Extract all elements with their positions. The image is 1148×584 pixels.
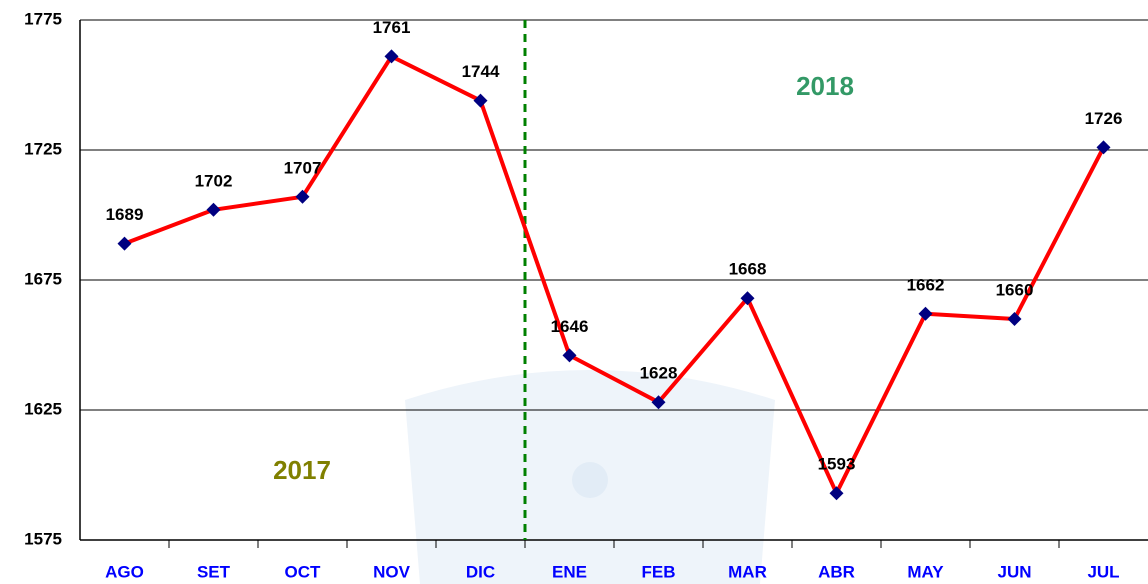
data-label: 1646 bbox=[551, 317, 589, 336]
annotation: 2017 bbox=[273, 455, 331, 485]
x-tick-label: SET bbox=[197, 562, 231, 581]
marker bbox=[295, 189, 310, 204]
y-tick-label: 1575 bbox=[24, 529, 62, 548]
data-label: 1744 bbox=[462, 62, 500, 81]
marker bbox=[384, 49, 399, 64]
annotation: 2018 bbox=[796, 71, 854, 101]
marker bbox=[740, 291, 755, 306]
marker bbox=[473, 93, 488, 108]
marker bbox=[1096, 140, 1111, 155]
marker bbox=[1007, 312, 1022, 326]
x-tick-label: JUN bbox=[997, 562, 1031, 581]
data-label: 1761 bbox=[373, 18, 411, 37]
x-tick-label: OCT bbox=[285, 562, 322, 581]
x-tick-label: DIC bbox=[466, 562, 495, 581]
data-label: 1726 bbox=[1085, 109, 1123, 128]
marker bbox=[206, 202, 221, 217]
data-label: 1662 bbox=[907, 275, 945, 294]
x-tick-label: NOV bbox=[373, 562, 411, 581]
data-label: 1660 bbox=[996, 280, 1034, 299]
data-label: 1628 bbox=[640, 364, 678, 383]
x-tick-label: ENE bbox=[552, 562, 587, 581]
y-tick-label: 1675 bbox=[24, 269, 62, 288]
marker bbox=[918, 306, 933, 321]
y-tick-label: 1775 bbox=[24, 9, 62, 28]
data-label: 1707 bbox=[284, 158, 322, 177]
data-label: 1668 bbox=[729, 260, 767, 279]
marker bbox=[562, 348, 577, 363]
watermark-dot bbox=[572, 462, 608, 498]
x-tick-label: MAR bbox=[728, 562, 767, 581]
marker bbox=[117, 236, 132, 251]
x-tick-label: JUL bbox=[1087, 562, 1119, 581]
data-label: 1593 bbox=[818, 455, 856, 474]
marker bbox=[651, 395, 666, 410]
x-tick-label: MAY bbox=[907, 562, 944, 581]
y-tick-label: 1625 bbox=[24, 399, 62, 418]
x-tick-label: AGO bbox=[105, 562, 144, 581]
marker bbox=[829, 486, 844, 501]
line bbox=[123, 54, 1106, 496]
y-tick-label: 1725 bbox=[24, 139, 62, 158]
x-tick-label: FEB bbox=[642, 562, 676, 581]
x-tick-label: ABR bbox=[818, 562, 855, 581]
data-label: 1689 bbox=[106, 205, 144, 224]
data-label: 1702 bbox=[195, 171, 233, 190]
